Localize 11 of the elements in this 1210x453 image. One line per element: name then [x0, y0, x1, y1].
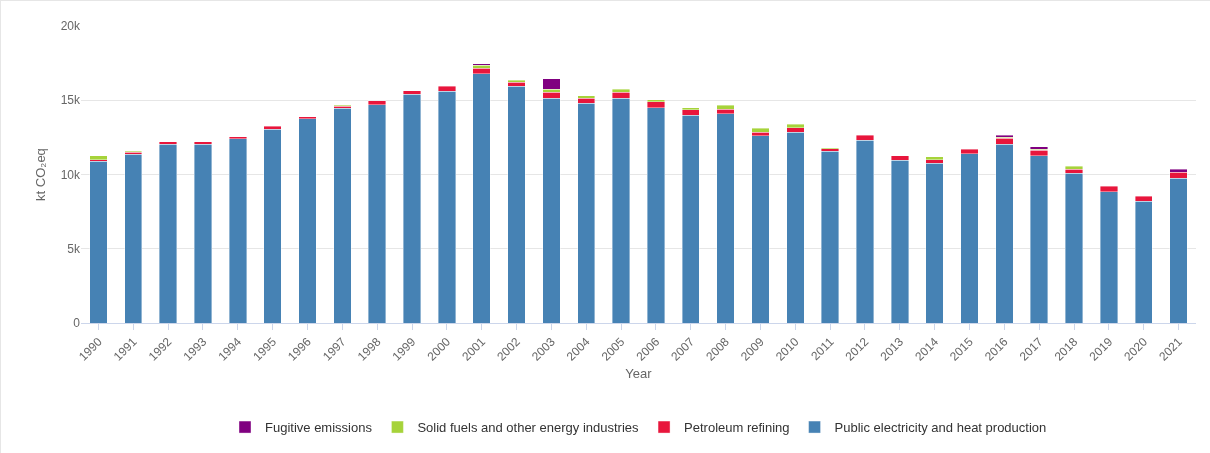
x-axis-title: Year [625, 365, 653, 381]
legend-label: Fugitive emissions [265, 420, 373, 436]
legend-label: Public electricity and heat production [834, 420, 1047, 436]
y-tick-label: 20k [60, 19, 81, 34]
y-tick-label: 15k [60, 93, 81, 108]
y-tick-label: 0 [73, 316, 81, 331]
y-tick-label: 10k [60, 167, 81, 182]
y-axis-title: kt CO₂eq [33, 148, 48, 201]
legend-label: Solid fuels and other energy industries [417, 420, 640, 436]
legend-label: Petroleum refining [684, 420, 790, 436]
y-tick-label: 5k [67, 241, 81, 256]
